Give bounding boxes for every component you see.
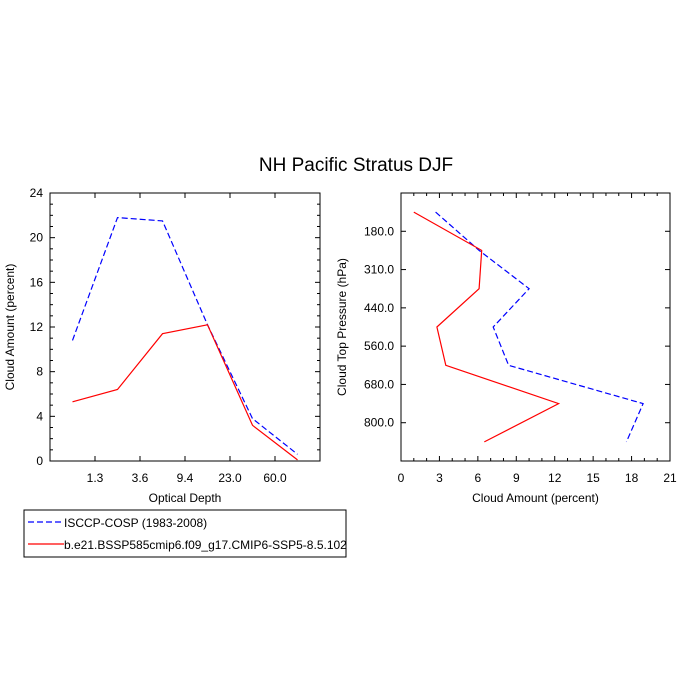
x-tick-label: 9 — [513, 471, 520, 485]
x-tick-label: 3 — [436, 471, 443, 485]
series-line-isccp — [71, 216, 298, 455]
y-tick-label: 680.0 — [364, 377, 394, 391]
y-tick-label: 8 — [36, 365, 43, 379]
chart-title: NH Pacific Stratus DJF — [259, 155, 453, 176]
y-tick-label: 12 — [30, 320, 44, 334]
y-tick-label: 20 — [30, 231, 44, 245]
series-line-model — [72, 324, 298, 461]
y-axis-title: Cloud Top Pressure (hPa) — [335, 258, 349, 396]
x-tick-label: 12 — [548, 471, 562, 485]
plot-frame — [400, 192, 671, 462]
x-tick-label: 0 — [398, 471, 405, 485]
y-axis-title: Cloud Amount (percent) — [3, 264, 17, 391]
legend-box — [23, 509, 347, 558]
series-line-model — [413, 211, 561, 443]
x-tick-label: 1.3 — [87, 471, 104, 485]
y-tick-label: 4 — [36, 409, 43, 423]
x-tick-label: 15 — [586, 471, 600, 485]
x-tick-label: 9.4 — [177, 471, 194, 485]
y-tick-label: 24 — [30, 186, 44, 200]
x-axis-title: Cloud Amount (percent) — [472, 491, 599, 505]
legend-label-isccp: ISCCP-COSP (1983-2008) — [64, 516, 207, 530]
x-axis-title: Optical Depth — [149, 491, 222, 505]
y-tick-label: 180.0 — [364, 224, 394, 238]
y-tick-label: 800.0 — [364, 416, 394, 430]
plot-frame — [49, 192, 321, 462]
y-tick-label: 440.0 — [364, 301, 394, 315]
cloud-top-pressure-panel: 0 3 6 9 12 15 18 21 180.0 310.0 440.0 560.0 680.0 800… — [335, 192, 677, 505]
y-tick-label: 0 — [36, 454, 43, 468]
x-tick-label: 6 — [475, 471, 482, 485]
y-tick-label: 16 — [30, 275, 44, 289]
y-tick-label: 560.0 — [364, 339, 394, 353]
x-tick-label: 21 — [663, 471, 677, 485]
x-tick-label: 23.0 — [218, 471, 242, 485]
legend-label-model: b.e21.BSSP585cmip6.f09_g17.CMIP6-SSP5-8.… — [64, 538, 347, 552]
x-tick-label: 3.6 — [132, 471, 149, 485]
legend: ISCCP-COSP (1983-2008) b.e21.BSSP585cmip… — [23, 509, 347, 558]
y-tick-label: 310.0 — [364, 263, 394, 277]
optical-depth-panel: 0 4 8 12 16 20 24 1.3 3.6 9.4 23.0 60.0 Optical Dept… — [3, 186, 321, 505]
x-tick-label: 60.0 — [263, 471, 287, 485]
series-line-isccp — [435, 211, 644, 443]
x-tick-label: 18 — [625, 471, 639, 485]
